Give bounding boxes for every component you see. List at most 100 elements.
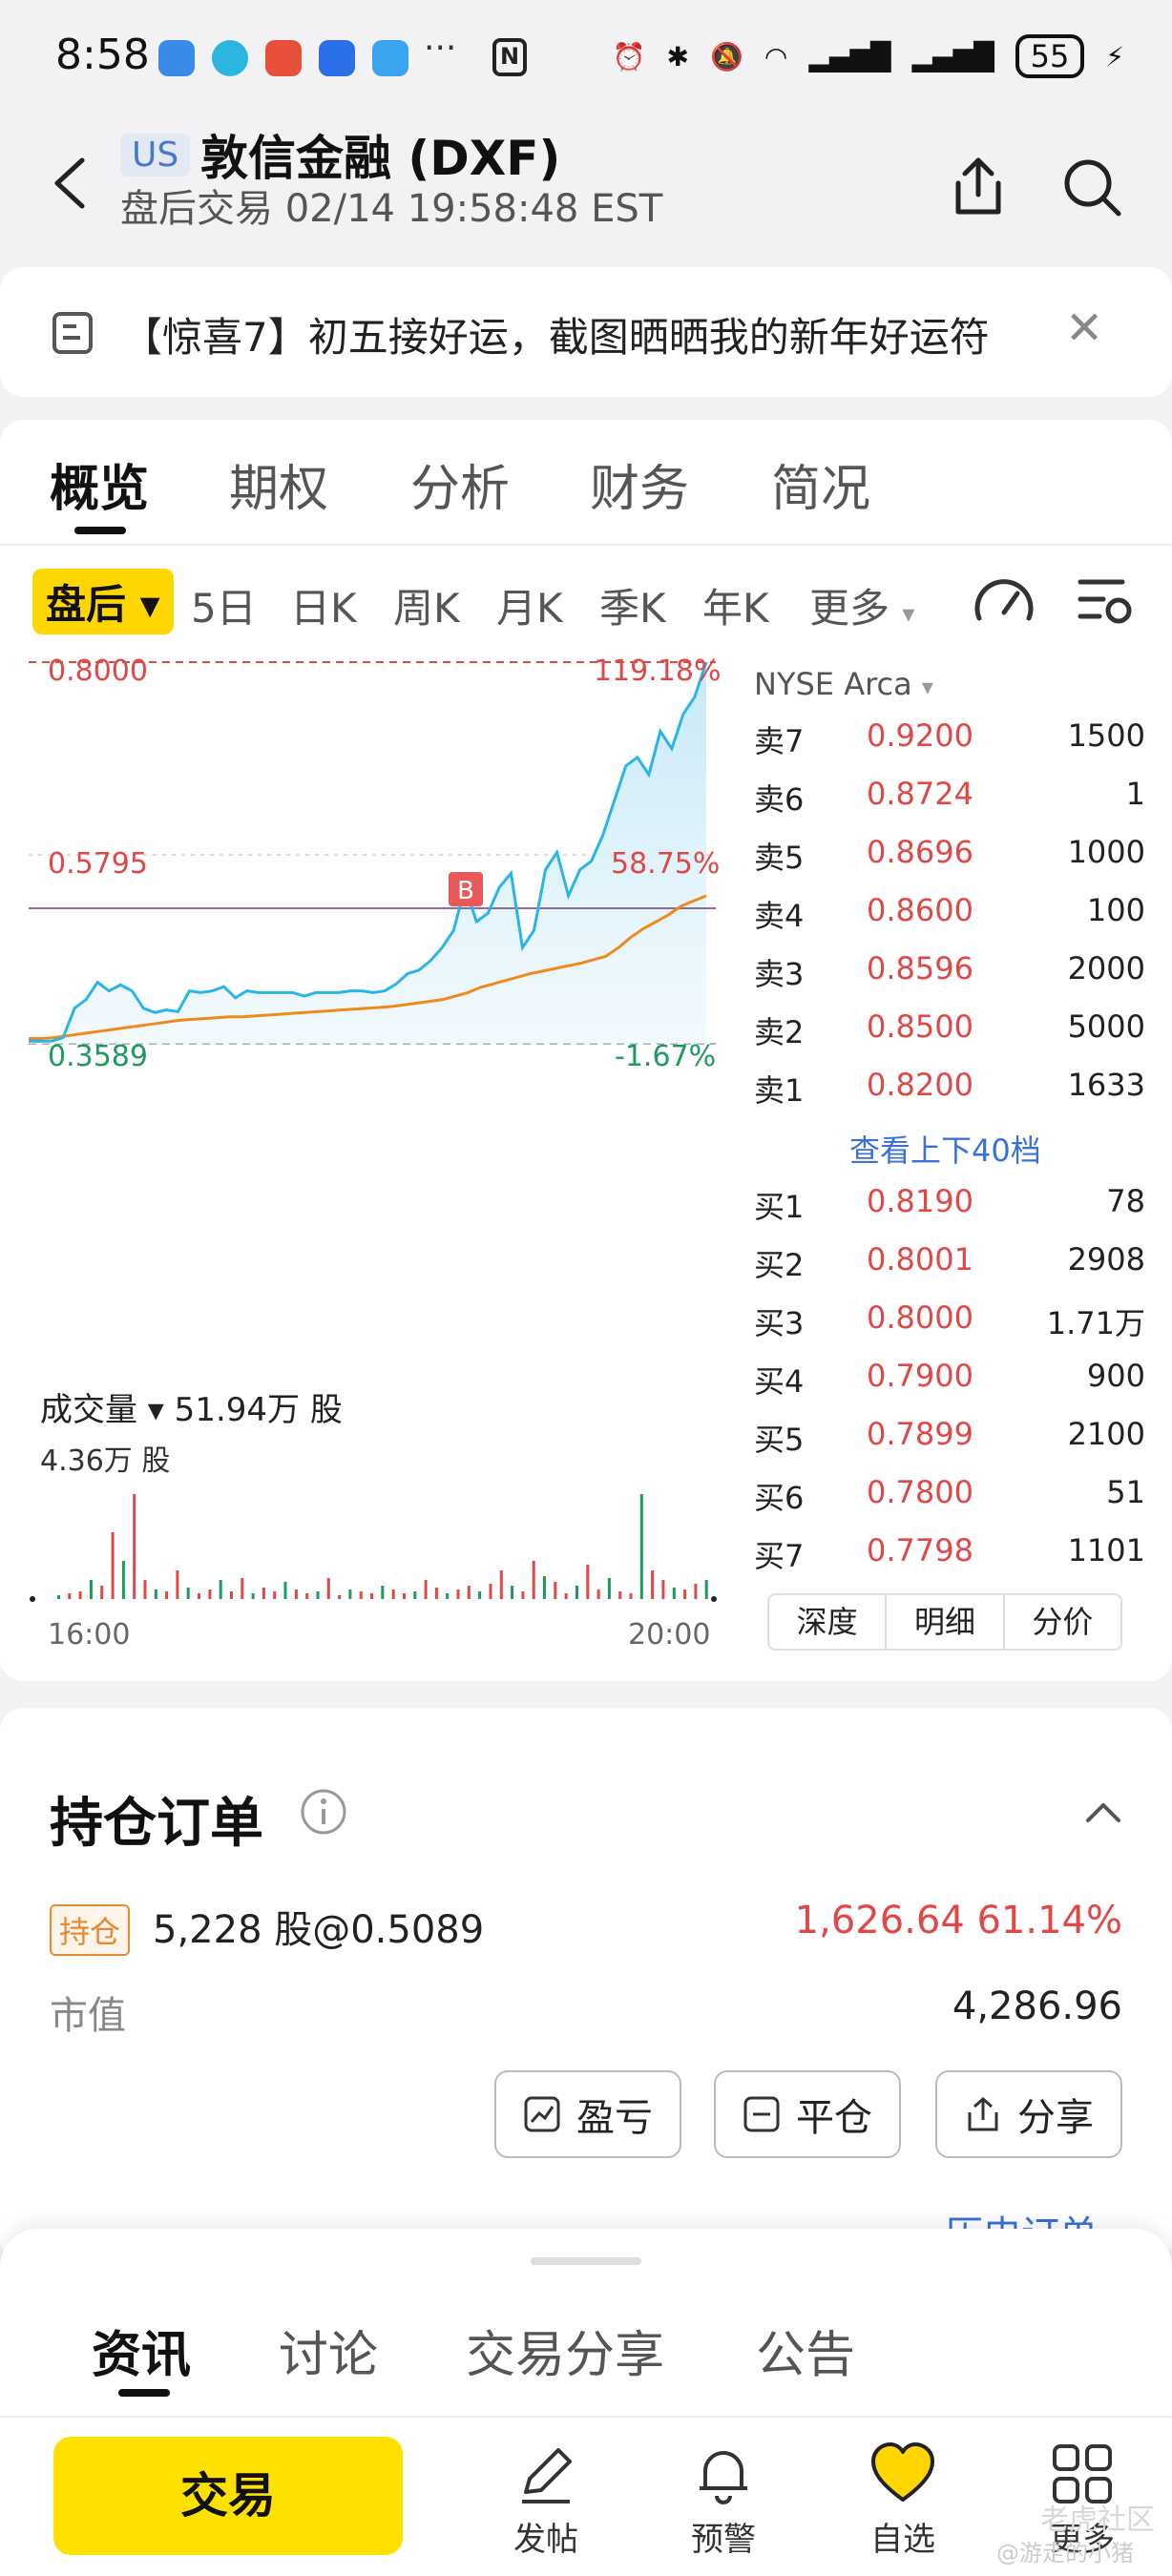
- chart-settings-icon[interactable]: [1077, 572, 1134, 630]
- buy-marker-label: B: [457, 877, 474, 905]
- ask-row: 卖6 0.8724 1: [754, 764, 1145, 821]
- more-levels-link[interactable]: 查看上下40档: [849, 1132, 1041, 1169]
- volume-header[interactable]: 成交量 ▾ 51.94万 股: [40, 1391, 343, 1429]
- volume-bar: [370, 1593, 373, 1599]
- volume-bar: [694, 1584, 698, 1599]
- tab-overview[interactable]: 概览: [50, 461, 150, 518]
- watchlist-button[interactable]: 自选: [846, 2441, 960, 2565]
- bid-level: 买1: [754, 1189, 805, 1225]
- tab-news[interactable]: 资讯: [92, 2327, 192, 2384]
- ask-quantity: 1633: [1067, 1067, 1145, 1103]
- tab-discussion[interactable]: 讨论: [279, 2327, 379, 2384]
- tab-profile[interactable]: 简况: [771, 461, 871, 518]
- tab-trade-sharing[interactable]: 交易分享: [466, 2327, 665, 2384]
- volume-bar: [683, 1589, 687, 1599]
- bid-level: 买2: [754, 1247, 805, 1283]
- tab-price-distribution[interactable]: 分价: [1032, 1604, 1094, 1640]
- ask-quantity: 100: [1086, 892, 1145, 928]
- position-pnl: 1,626.64 61.14%: [794, 1899, 1122, 1942]
- chevron-up-icon[interactable]: [1084, 1799, 1122, 1824]
- info-icon[interactable]: [300, 1788, 347, 1836]
- bid-quantity: 1.71万: [1046, 1305, 1145, 1341]
- average-price-line: [29, 894, 707, 1040]
- share-icon[interactable]: [951, 156, 1006, 218]
- intraday-chart[interactable]: B: [29, 651, 725, 1147]
- ask-level: 卖5: [754, 840, 805, 876]
- volume-bar: [381, 1586, 385, 1599]
- tab-financials[interactable]: 财务: [590, 461, 690, 518]
- period-after-hours[interactable]: 盘后 ▾: [32, 569, 174, 634]
- ask-row: 卖2 0.8500 5000: [754, 997, 1145, 1054]
- period-weekly[interactable]: 周K: [393, 585, 460, 632]
- more-button[interactable]: 更多: [1025, 2441, 1140, 2565]
- volume-bar: [230, 1591, 233, 1599]
- ask-quantity: 2000: [1067, 950, 1145, 987]
- promo-text: 【惊喜7】初五接好运，截图晒晒我的新年好运符: [122, 314, 990, 361]
- ask-quantity: 5000: [1067, 1008, 1145, 1045]
- positions-card: 持仓订单 持仓 5,228 股@0.5089 1,626.64 61.14% 市…: [0, 1708, 1172, 2261]
- bulb-app-icon: [319, 40, 355, 76]
- pen-icon: [522, 2448, 572, 2503]
- pnl-button[interactable]: 盈亏: [494, 2070, 681, 2158]
- volume-bar: [294, 1589, 298, 1599]
- ask-row: 卖4 0.8600 100: [754, 881, 1145, 938]
- period-daily[interactable]: 日K: [290, 585, 357, 632]
- bid-level: 买5: [754, 1422, 805, 1458]
- bottom-sheet: 资讯 讨论 交易分享 公告 交易 发帖 预警 自选 更多: [0, 2229, 1172, 2576]
- chart-up-icon: [524, 2096, 560, 2132]
- volume-chart: [30, 1494, 717, 1602]
- system-icons: ⏰ ✱ 🔕 ◠ ▂▄▆█ ▂▄▆█ 55 ⚡: [613, 34, 1124, 78]
- tab-analysis[interactable]: 分析: [410, 461, 511, 518]
- stock-header: US 敦信金融 (DXF) 盘后交易 02/14 19:58:48 EST: [0, 114, 1172, 258]
- cloud-app-icon: [158, 40, 195, 76]
- bid-quantity: 2908: [1067, 1241, 1145, 1278]
- search-icon[interactable]: [1061, 156, 1122, 218]
- volume-bar: [403, 1593, 406, 1599]
- divider: [0, 2416, 1172, 2418]
- volume-bar: [629, 1593, 633, 1599]
- signal-icon: ▂▄▆█: [808, 40, 891, 73]
- charging-icon: ⚡: [1105, 40, 1124, 73]
- volume-bar: [661, 1580, 665, 1599]
- volume-bar: [596, 1589, 600, 1599]
- tab-trades[interactable]: 明细: [887, 1595, 1005, 1649]
- trade-button[interactable]: 交易: [53, 2437, 403, 2555]
- ask-price: 0.8600: [867, 892, 973, 928]
- tab-options[interactable]: 期权: [229, 461, 329, 518]
- close-position-button[interactable]: 平仓: [714, 2070, 901, 2158]
- volume-bar: [391, 1589, 395, 1599]
- volume-bar: [413, 1591, 417, 1599]
- period-selector: 盘后 ▾ 5日 日K 周K 月K 季K 年K 更多 ▾: [0, 563, 1172, 639]
- bid-level: 买7: [754, 1538, 805, 1574]
- period-5d[interactable]: 5日: [191, 585, 257, 632]
- alert-button[interactable]: 预警: [666, 2441, 781, 2565]
- period-more[interactable]: 更多 ▾: [809, 585, 915, 632]
- back-arrow-icon[interactable]: [50, 155, 92, 212]
- exchange-selector[interactable]: NYSE Arca ▾: [754, 666, 933, 702]
- price-high-label: 0.8000: [48, 654, 148, 688]
- battery-icon: 55: [1015, 34, 1085, 78]
- period-monthly[interactable]: 月K: [496, 585, 563, 632]
- volume-bar: [165, 1591, 169, 1599]
- volume-bar: [68, 1593, 72, 1599]
- volume-bar: [198, 1593, 200, 1599]
- watermark-handle: @游走的小猪: [996, 2540, 1134, 2566]
- tab-announcements[interactable]: 公告: [756, 2327, 856, 2384]
- sheet-handle[interactable]: [531, 2257, 641, 2265]
- post-button[interactable]: 发帖: [489, 2441, 603, 2565]
- session-timestamp: 盘后交易 02/14 19:58:48 EST: [120, 187, 663, 231]
- promo-banner[interactable]: 【惊喜7】初五接好运，截图晒晒我的新年好运符 ✕: [0, 267, 1172, 397]
- signal-icon-2: ▂▄▆█: [911, 40, 994, 73]
- buy-marker[interactable]: [449, 872, 483, 906]
- red-app-icon: [265, 40, 302, 76]
- volume-bar: [241, 1578, 244, 1599]
- volume-bar: [521, 1591, 525, 1599]
- share-position-button[interactable]: 分享: [935, 2070, 1122, 2158]
- period-quarterly[interactable]: 季K: [599, 585, 666, 632]
- period-yearly[interactable]: 年K: [702, 585, 769, 632]
- volume-bar: [143, 1580, 147, 1599]
- close-icon[interactable]: ✕: [1065, 301, 1104, 355]
- tab-depth[interactable]: 深度: [769, 1595, 888, 1649]
- bid-quantity: 2100: [1067, 1416, 1145, 1452]
- gauge-icon[interactable]: [972, 574, 1036, 626]
